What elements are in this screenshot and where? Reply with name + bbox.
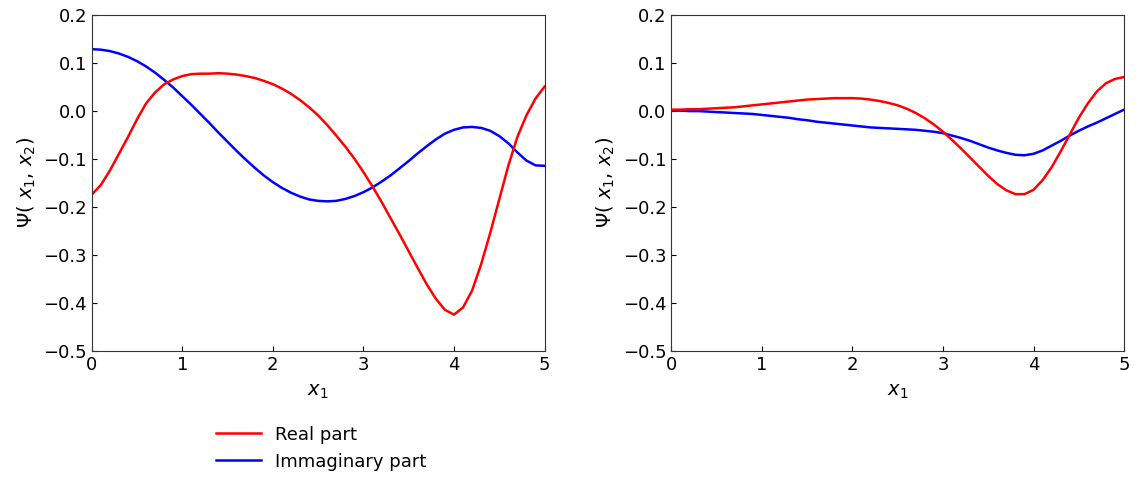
Y-axis label: $\Psi$( $x_1$, $x_2$): $\Psi$( $x_1$, $x_2$) [15,137,38,228]
X-axis label: $x_1$: $x_1$ [887,382,908,401]
Y-axis label: $\Psi$( $x_1$, $x_2$): $\Psi$( $x_1$, $x_2$) [595,137,617,228]
Legend: Real part, Immaginary part: Real part, Immaginary part [209,418,434,478]
X-axis label: $x_1$: $x_1$ [307,382,329,401]
